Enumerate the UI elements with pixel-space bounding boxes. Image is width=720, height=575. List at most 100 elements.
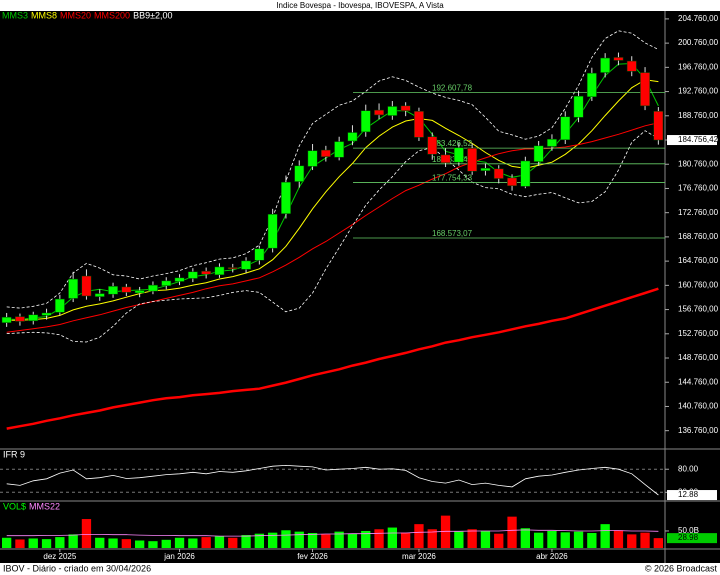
candle-body	[41, 312, 52, 316]
volume-bar	[533, 532, 544, 548]
footer-right: © 2026 Broadcast	[645, 563, 718, 573]
volume-bar	[201, 537, 211, 548]
candle-body	[400, 105, 411, 111]
volume-bar	[374, 529, 384, 548]
volume-bar	[573, 531, 584, 548]
volume-bar	[507, 516, 517, 548]
candle-body	[15, 316, 25, 322]
candle-body	[174, 277, 185, 282]
volume-bar	[294, 531, 304, 548]
candle-body	[94, 293, 105, 297]
candle-body	[387, 106, 398, 116]
candle-body	[254, 248, 265, 261]
candle-body	[653, 111, 664, 141]
level-label: 183.426,52	[432, 139, 473, 148]
legend-entry: MMS8	[31, 10, 57, 20]
candle-body	[493, 168, 504, 179]
volume-bar	[161, 539, 171, 548]
volume-bar	[15, 539, 25, 548]
candle-body	[161, 280, 172, 286]
volume-bar	[440, 515, 451, 548]
candle-body	[520, 160, 531, 187]
panel-title: IFR 9	[3, 449, 25, 459]
y-tick-label: 80.00	[678, 464, 699, 473]
y-tick-label: 176.760,00	[678, 184, 719, 193]
volume-bar	[81, 519, 92, 548]
moving-average-line	[6, 287, 659, 430]
volume-bar	[520, 528, 531, 548]
y-tick-label: 160.760,00	[678, 280, 719, 289]
candle-body	[427, 136, 438, 155]
volume-bar	[174, 537, 185, 548]
candle-body	[121, 286, 132, 293]
volume-bar	[188, 538, 198, 548]
candle-body	[640, 72, 650, 107]
volume-bar	[214, 536, 225, 548]
volume-bar	[267, 532, 278, 548]
volume-bar	[480, 530, 491, 548]
volume-bar	[640, 532, 650, 548]
candle-body	[440, 154, 451, 164]
legend-entry: MMS20	[60, 10, 91, 20]
y-tick-label: 196.760,00	[678, 62, 719, 71]
candle-body	[267, 214, 278, 249]
volume-bar	[587, 533, 597, 548]
volume-bar	[387, 527, 398, 548]
chart-title: Indice Bovespa - Ibovespa, IBOVESPA, A V…	[276, 1, 444, 10]
y-tick-label: 172.760,00	[678, 208, 719, 217]
legend-entry: MMS200	[94, 10, 130, 20]
y-tick-label: 168.760,00	[678, 232, 719, 241]
candle-body	[281, 181, 291, 214]
last-value-label: 12.88	[678, 490, 699, 499]
x-tick-label: mar 2026	[402, 552, 436, 561]
y-tick-label: 50.0B	[678, 526, 699, 535]
volume-bar	[653, 538, 664, 548]
x-tick-label: fev 2026	[297, 552, 328, 561]
volume-bar	[454, 531, 464, 548]
y-tick-label: 200.760,00	[678, 38, 719, 47]
indicator-line	[6, 464, 659, 496]
candle-body	[68, 278, 79, 299]
candle-body	[241, 260, 251, 270]
candle-body	[201, 270, 212, 275]
y-tick-label: 188.760,00	[678, 111, 719, 120]
candle-body	[214, 266, 225, 276]
level-label: 168.573,07	[432, 229, 473, 238]
candle-body	[1, 316, 12, 323]
footer-bar	[0, 563, 720, 575]
last-value-label: 184.756,42	[678, 135, 719, 144]
candle-body	[320, 149, 331, 157]
volume-bar	[148, 541, 158, 548]
volume-bar	[427, 529, 437, 548]
volume-bar	[627, 534, 637, 548]
y-tick-label: 164.760,00	[678, 256, 719, 265]
candle-body	[134, 290, 145, 294]
volume-bar	[281, 530, 291, 548]
y-tick-label: 156.760,00	[678, 305, 719, 314]
candle-body	[626, 60, 637, 72]
candle-body	[586, 72, 597, 98]
volume-bar	[334, 531, 344, 548]
volume-bar	[361, 530, 371, 548]
volume-bar	[41, 539, 52, 548]
title-bar	[0, 0, 720, 11]
candle-body	[600, 57, 611, 73]
y-tick-label: 140.760,00	[678, 402, 719, 411]
legend-entry: MMS22	[29, 501, 60, 511]
volume-bar	[55, 537, 65, 548]
candle-body	[560, 116, 571, 141]
candle-body	[573, 95, 584, 118]
candle-body	[360, 110, 371, 133]
volume-bar	[228, 537, 238, 548]
volume-bar	[400, 532, 411, 548]
x-tick-label: abr 2026	[536, 552, 568, 561]
candle-body	[334, 141, 345, 158]
candle-body	[108, 286, 118, 295]
volume-bar	[307, 533, 318, 548]
y-tick-label: 136.760,00	[678, 426, 719, 435]
y-tick-label: 192.760,00	[678, 87, 719, 96]
volume-bar	[613, 530, 624, 548]
last-value-box	[667, 135, 717, 146]
